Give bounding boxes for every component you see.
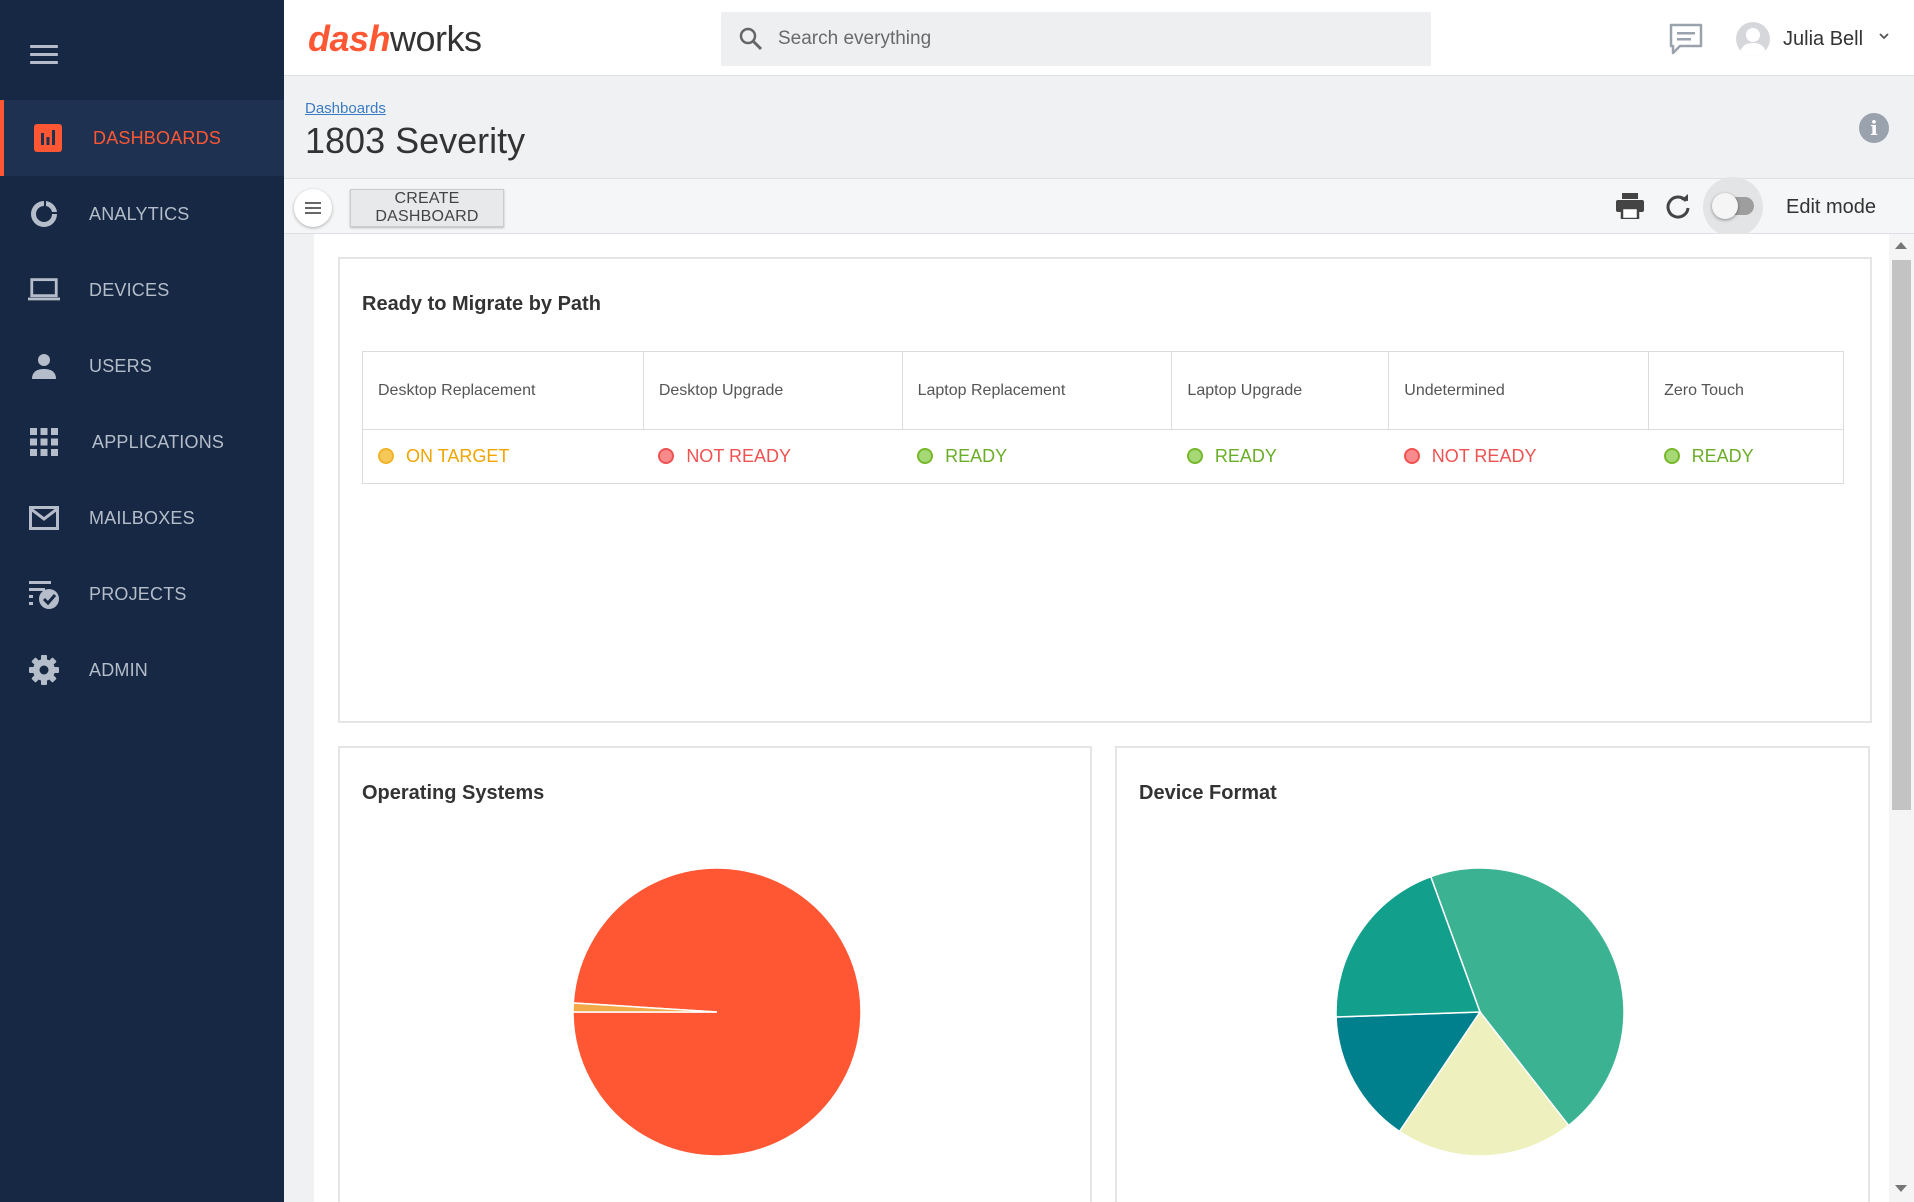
chevron-down-icon[interactable] <box>1878 30 1890 42</box>
create-dashboard-button[interactable]: CREATE DASHBOARD <box>350 189 504 227</box>
scrollbar[interactable] <box>1889 234 1914 1202</box>
pie-slice-0[interactable] <box>1429 867 1625 1127</box>
dashboard-content: Ready to Migrate by Path Desktop Replace… <box>314 234 1889 1202</box>
scroll-down-arrow-icon[interactable] <box>1895 1185 1907 1192</box>
status-label: READY <box>1214 446 1277 466</box>
status-label: READY <box>1691 446 1754 466</box>
column-header[interactable]: Laptop Upgrade <box>1171 351 1390 430</box>
sidebar-item-dashboards[interactable]: DASHBOARDS <box>0 100 284 176</box>
table-header-row: Desktop Replacement Desktop Upgrade Lapt… <box>362 351 1844 430</box>
status-dot-icon <box>917 448 934 464</box>
logo-works-text: works <box>390 18 482 59</box>
status-label: READY <box>945 446 1008 466</box>
sidebar-item-label: USERS <box>89 355 153 376</box>
status-label: ON TARGET <box>406 446 510 466</box>
dashworks-logo[interactable]: dashworks <box>308 18 482 60</box>
page-title: 1803 Severity <box>305 120 526 161</box>
sidebar-item-mailboxes[interactable]: MAILBOXES <box>0 480 284 556</box>
pie-slice-2[interactable] <box>1335 1011 1482 1133</box>
status-label: NOT READY <box>1431 446 1537 466</box>
operating-systems-card: Operating Systems <box>338 746 1092 1202</box>
sidebar-item-label: MAILBOXES <box>89 507 195 528</box>
status-dot-icon <box>1403 448 1420 464</box>
refresh-icon[interactable] <box>1665 193 1691 219</box>
sidebar-item-label: APPLICATIONS <box>92 431 225 452</box>
pie-slice-1[interactable] <box>1398 1010 1570 1157</box>
mail-icon <box>28 502 60 534</box>
sidebar-item-label: ANALYTICS <box>89 203 190 224</box>
sidebar-item-label: DEVICES <box>89 279 170 300</box>
laptop-icon <box>28 274 60 306</box>
migrate-table: Desktop Replacement Desktop Upgrade Lapt… <box>362 351 1844 484</box>
breadcrumb[interactable]: Dashboards <box>305 100 386 117</box>
search-bar <box>721 12 1431 66</box>
status-cell[interactable]: NOT READY <box>1388 429 1649 484</box>
sidebar-item-users[interactable]: USERS <box>0 328 284 404</box>
ready-to-migrate-card: Ready to Migrate by Path Desktop Replace… <box>338 257 1872 723</box>
status-cell[interactable]: READY <box>1648 429 1844 484</box>
avatar[interactable] <box>1736 22 1770 56</box>
pie-slice-3[interactable] <box>1335 875 1482 1018</box>
column-header[interactable]: Laptop Replacement <box>901 351 1173 430</box>
sidebar-item-projects[interactable]: PROJECTS <box>0 556 284 632</box>
status-cell[interactable]: ON TARGET <box>362 429 644 484</box>
info-icon[interactable]: i <box>1859 113 1889 143</box>
column-header[interactable]: Desktop Upgrade <box>642 351 903 430</box>
column-header[interactable]: Desktop Replacement <box>362 351 644 430</box>
checklist-icon <box>28 578 60 610</box>
sidebar-item-label: DASHBOARDS <box>93 127 222 148</box>
status-dot-icon <box>1186 448 1203 464</box>
status-cell[interactable]: READY <box>1171 429 1389 484</box>
chat-icon[interactable] <box>1668 22 1704 56</box>
top-bar: dashworks Julia Bell <box>284 0 1914 76</box>
menu-icon[interactable] <box>30 45 58 65</box>
gear-icon <box>28 654 60 686</box>
device-pie-chart <box>1335 867 1625 1157</box>
search-icon <box>739 27 763 51</box>
status-dot-icon <box>658 448 675 464</box>
dashboard-list-toggle[interactable] <box>294 189 332 227</box>
person-icon <box>28 350 60 382</box>
sidebar-item-applications[interactable]: APPLICATIONS <box>0 404 284 480</box>
logo-dash-text: dash <box>308 18 391 59</box>
print-icon[interactable] <box>1616 193 1644 219</box>
user-name[interactable]: Julia Bell <box>1783 28 1864 50</box>
grid-icon <box>28 426 60 458</box>
column-header[interactable]: Undetermined <box>1388 351 1650 430</box>
status-cell[interactable]: NOT READY <box>643 429 903 484</box>
scroll-up-arrow-icon[interactable] <box>1895 242 1907 249</box>
sidebar-item-label: ADMIN <box>89 659 148 680</box>
status-dot-icon <box>378 448 394 464</box>
edit-mode-toggle-knob[interactable] <box>1712 193 1738 219</box>
pie-slice-1[interactable] <box>572 1002 718 1013</box>
status-dot-icon <box>1663 448 1680 464</box>
status-label: NOT READY <box>686 446 791 466</box>
donut-icon <box>28 198 60 230</box>
search-input[interactable] <box>778 12 1398 66</box>
list-icon <box>305 202 321 214</box>
sidebar: DASHBOARDS ANALYTICS DEVICES USERS APPLI… <box>0 0 284 1202</box>
sidebar-item-admin[interactable]: ADMIN <box>0 632 284 708</box>
card-title: Operating Systems <box>362 782 545 804</box>
card-title: Ready to Migrate by Path <box>362 293 601 315</box>
sidebar-item-devices[interactable]: DEVICES <box>0 252 284 328</box>
sidebar-item-label: PROJECTS <box>89 583 187 604</box>
sidebar-item-analytics[interactable]: ANALYTICS <box>0 176 284 252</box>
os-pie-chart <box>572 867 862 1157</box>
edit-mode-label: Edit mode <box>1786 196 1877 218</box>
device-format-card: Device Format <box>1115 746 1870 1202</box>
bar-chart-icon <box>32 122 64 154</box>
card-title: Device Format <box>1139 782 1277 804</box>
toolbar: CREATE DASHBOARD Edit mode <box>284 177 1914 237</box>
table-row: ON TARGET NOT READY READY READY NOT READ… <box>362 429 1844 484</box>
scroll-thumb[interactable] <box>1892 260 1911 810</box>
column-header[interactable]: Zero Touch <box>1648 351 1844 430</box>
status-cell[interactable]: READY <box>902 429 1172 484</box>
